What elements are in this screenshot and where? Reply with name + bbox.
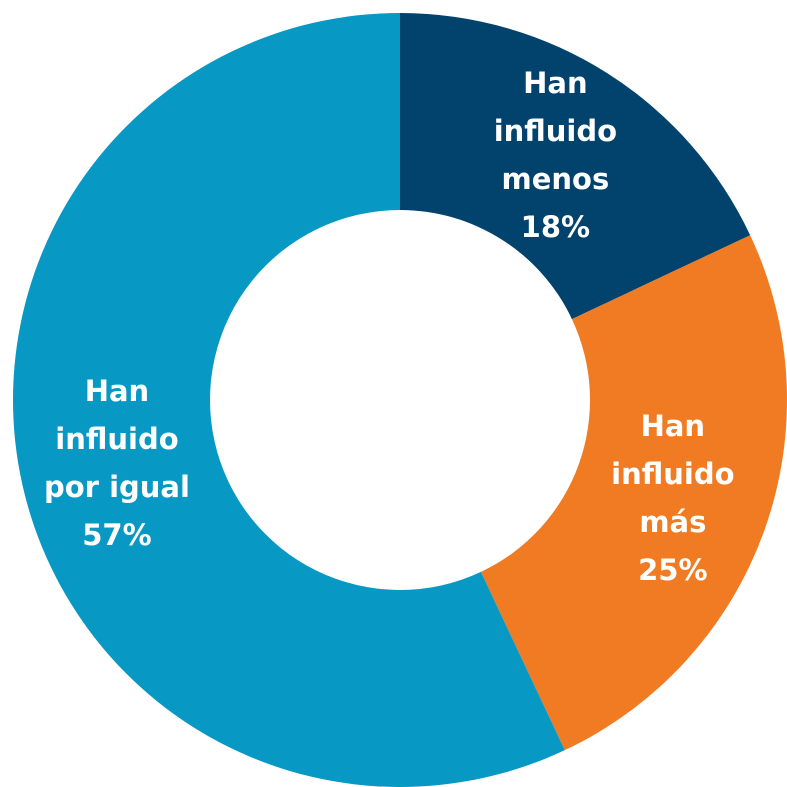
donut-slice: [480, 235, 787, 751]
value-label: 25%: [638, 553, 708, 588]
category-label: Han influido menos: [493, 66, 618, 197]
donut-slice: [400, 13, 751, 320]
category-label: Han influido más: [611, 409, 735, 540]
slice-label: Han influido más 25%: [598, 402, 748, 594]
category-label: Han influido por igual: [44, 374, 190, 505]
donut-slice: [13, 13, 565, 787]
slice-label: Han influido menos 18%: [480, 59, 630, 251]
slice-label: Han influido por igual 57%: [42, 367, 192, 559]
value-label: 18%: [520, 210, 591, 245]
value-label: 57%: [82, 518, 152, 553]
